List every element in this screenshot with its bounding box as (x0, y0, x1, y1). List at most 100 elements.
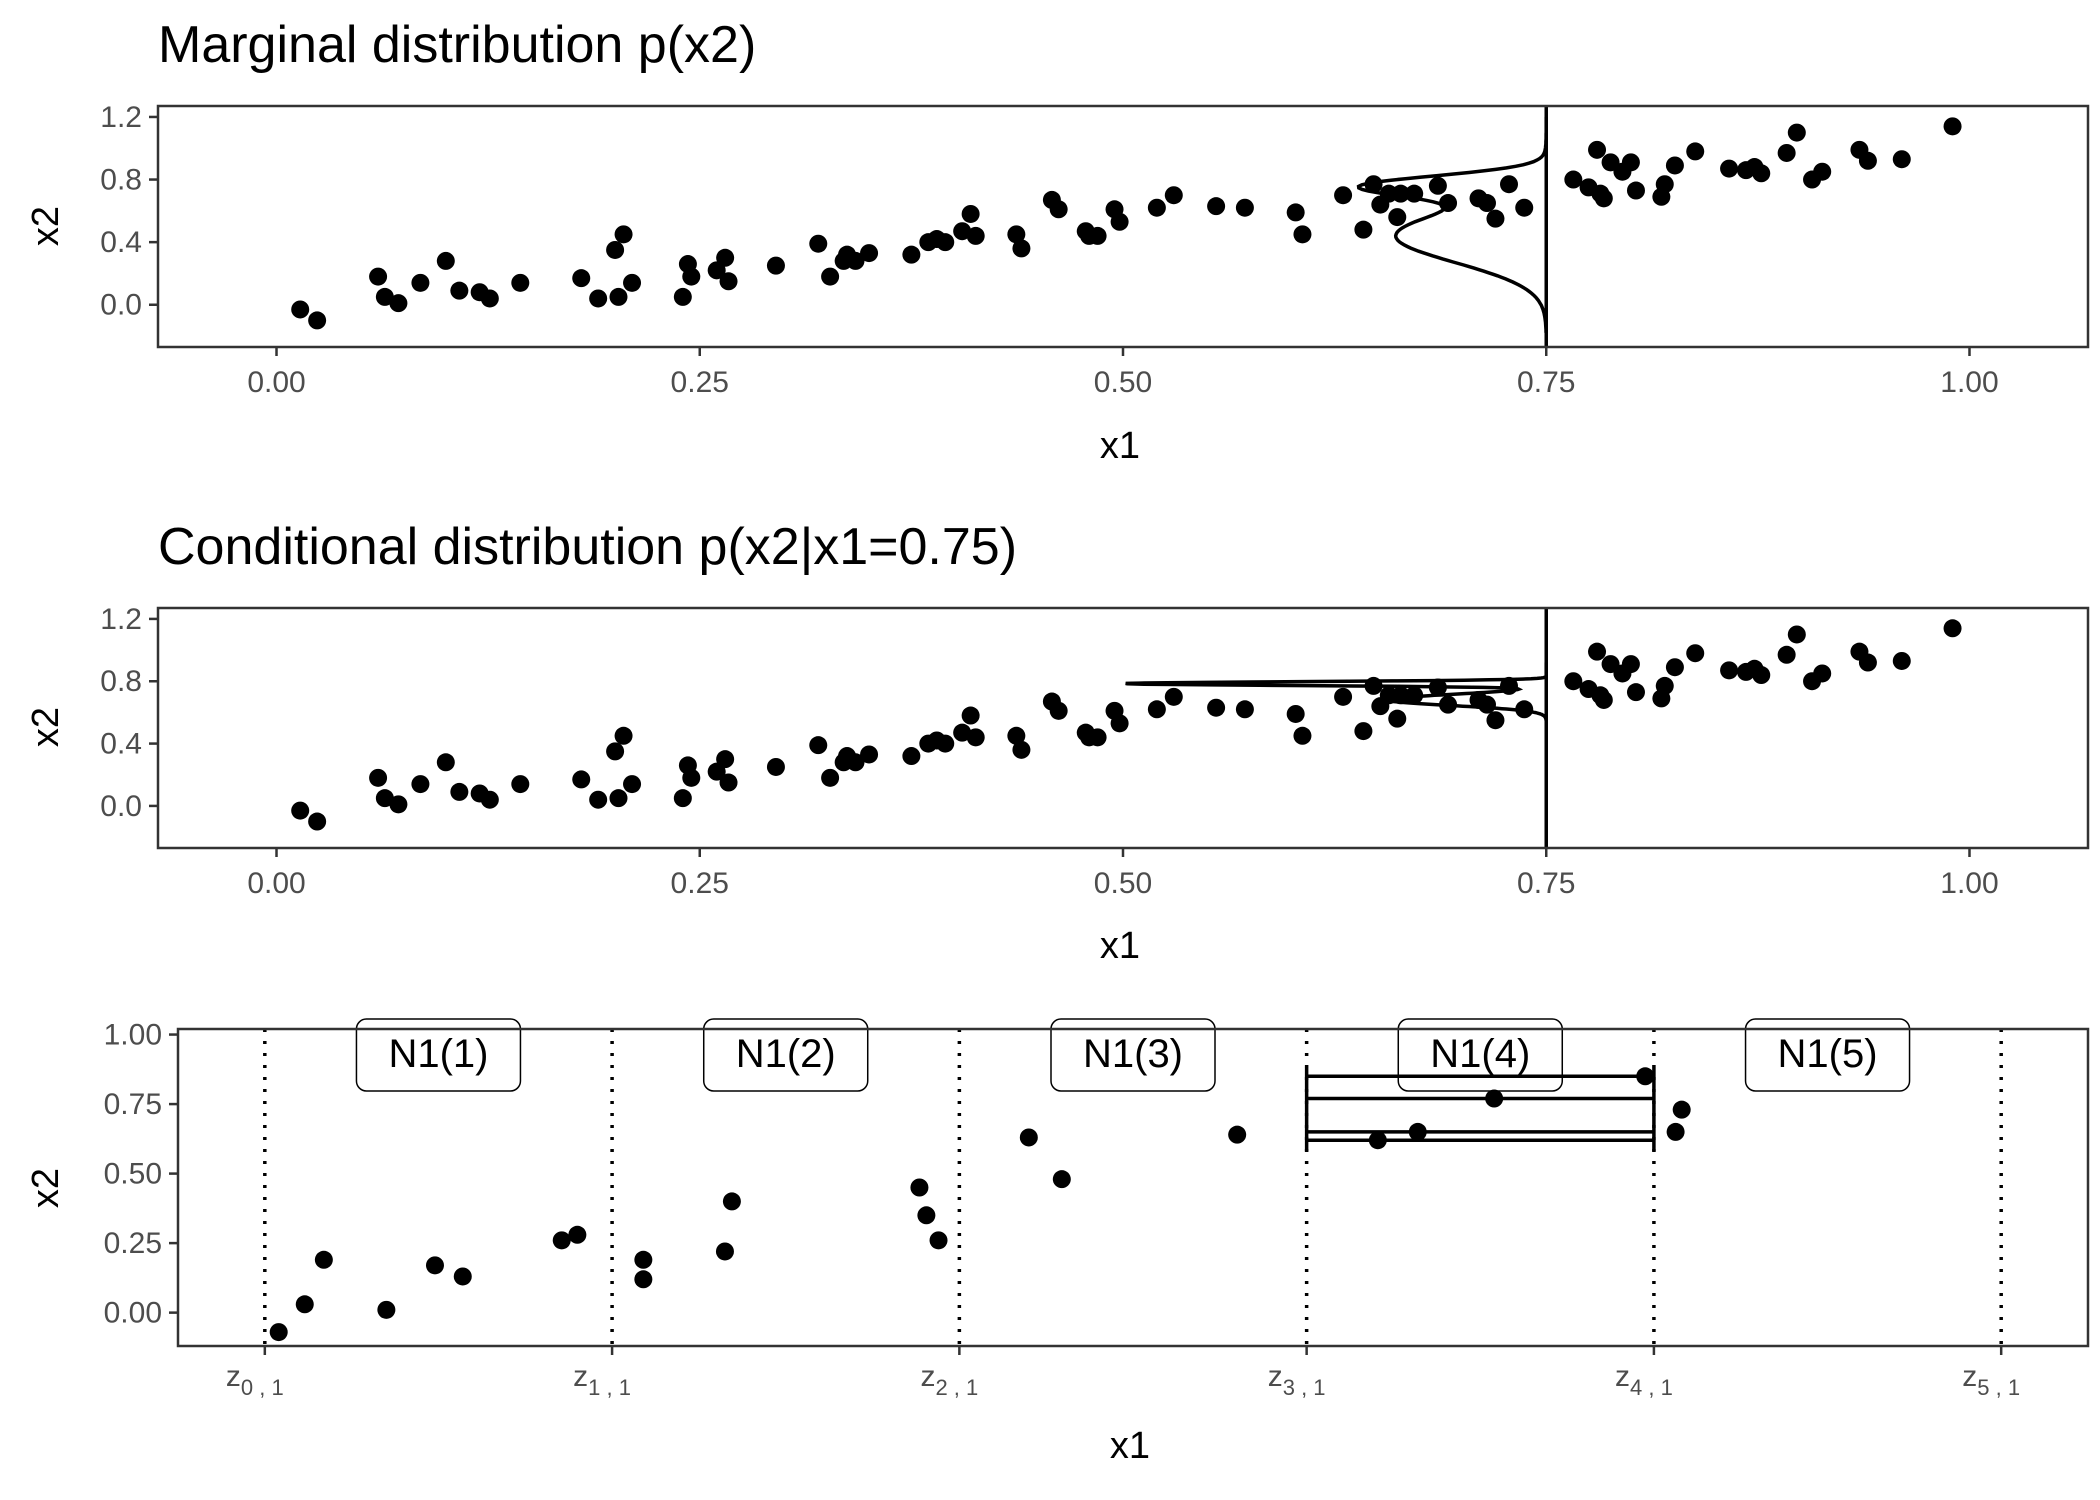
bin-label-box (702, 1018, 869, 1092)
bin-label: N1(2) (736, 1032, 836, 1076)
data-point (1110, 212, 1129, 231)
x-tick-label: z4 , 1 (1615, 1360, 1673, 1400)
data-point (860, 244, 879, 263)
data-point (1943, 619, 1962, 638)
panel3-x-axis: z0 , 1 z1 , 1 z2 , 1 z3 , 1 z4 , 1 z5 , 1 (226, 1346, 2020, 1400)
data-point (634, 1250, 653, 1269)
x-tick-label: 0.00 (247, 867, 305, 900)
data-point (1665, 156, 1684, 175)
panel2-x-axis-title: x1 (1100, 925, 1140, 967)
data-point (1752, 164, 1771, 183)
x-tick-label-subscript: 5 , 1 (1977, 1375, 2020, 1400)
data-point (511, 273, 530, 292)
y-tick-label: 0.8 (100, 164, 142, 197)
data-point (902, 747, 921, 766)
panel1-x-axis-title: x1 (1100, 425, 1140, 467)
data-point (1626, 683, 1645, 702)
data-point (1207, 698, 1226, 717)
x-tick-label-main: z (1962, 1360, 1977, 1393)
y-tick-label: 1.2 (100, 101, 142, 134)
panel3-frame (176, 1027, 2090, 1348)
data-point (1666, 1122, 1685, 1141)
data-point (1354, 220, 1373, 239)
data-point (1777, 143, 1796, 162)
panel2-points (291, 619, 1962, 831)
panel3-highlighted-bin-segments (1304, 1067, 1656, 1152)
y-tick-label: 0.0 (100, 790, 142, 823)
data-point (1752, 666, 1771, 685)
panel1-y-axis: 0.0 0.4 0.8 1.2 (100, 101, 158, 322)
data-point (1477, 695, 1496, 714)
x-tick-label-main: z (226, 1360, 241, 1393)
panel3-y-axis: 0.00 0.25 0.50 0.75 1.00 (104, 1019, 178, 1330)
bin-label: N1(1) (388, 1032, 488, 1076)
data-point (1943, 117, 1962, 136)
data-point (1486, 711, 1505, 730)
data-point (716, 750, 735, 769)
data-point (606, 742, 625, 761)
bin-label: N1(5) (1778, 1032, 1878, 1076)
x-tick-label: z1 , 1 (573, 1360, 631, 1400)
data-point (1665, 658, 1684, 677)
x-tick-label: 0.00 (247, 366, 305, 399)
data-point (1007, 225, 1026, 244)
y-tick-label: 0.25 (104, 1227, 162, 1260)
data-point (411, 273, 430, 292)
data-point (1012, 740, 1031, 759)
data-point (1019, 1128, 1038, 1147)
x-tick-label: z5 , 1 (1962, 1360, 2020, 1400)
data-point (1588, 140, 1607, 159)
panel3-x-axis-title: x1 (1110, 1425, 1150, 1467)
data-point (1388, 709, 1407, 728)
data-point (1486, 209, 1505, 228)
data-point (1049, 200, 1068, 219)
panel2-y-axis: 0.0 0.4 0.8 1.2 (100, 603, 158, 823)
data-point (389, 795, 408, 814)
y-tick-label: 1.2 (100, 603, 142, 636)
data-point (1672, 1100, 1691, 1119)
data-point (809, 234, 828, 253)
data-point (1388, 208, 1407, 227)
panel-conditional: Conditional distribution p(x2|x1=0.75) 0… (25, 518, 2090, 967)
data-point (1235, 198, 1254, 217)
y-tick-label: 0.8 (100, 665, 142, 698)
data-point (450, 281, 469, 300)
data-point (953, 222, 972, 241)
data-point (568, 1225, 587, 1244)
panel2-title: Conditional distribution p(x2|x1=0.75) (158, 518, 1017, 576)
data-point (572, 770, 591, 789)
data-point (1334, 687, 1353, 706)
x-tick-label: 0.75 (1517, 867, 1575, 900)
data-point (1147, 198, 1166, 217)
data-point (1858, 653, 1877, 672)
data-point (821, 267, 840, 286)
data-point (1564, 672, 1583, 691)
x-tick-label: 0.75 (1517, 366, 1575, 399)
data-point (1286, 203, 1305, 222)
data-point (846, 251, 865, 270)
data-point (436, 251, 455, 270)
data-point (369, 267, 388, 286)
x-tick-label-subscript: 4 , 1 (1630, 1375, 1673, 1400)
data-point (1594, 189, 1613, 208)
bin-label-box (1744, 1018, 1911, 1092)
data-point (1007, 726, 1026, 745)
data-point (269, 1323, 288, 1342)
y-tick-label: 0.4 (100, 226, 142, 259)
data-point (1088, 226, 1107, 245)
panel2-y-axis-title: x2 (25, 707, 67, 747)
data-point (1228, 1125, 1247, 1144)
data-point (634, 1270, 653, 1289)
data-point (1286, 704, 1305, 723)
data-point (589, 790, 608, 809)
x-tick-label: 1.00 (1940, 366, 1998, 399)
data-point (1892, 651, 1911, 670)
x-tick-label-main: z (920, 1360, 935, 1393)
data-point (450, 782, 469, 801)
y-tick-label: 0.0 (100, 289, 142, 322)
data-point (295, 1295, 314, 1314)
data-point (1686, 142, 1705, 161)
panel1-y-axis-title: x2 (25, 206, 67, 246)
y-tick-label: 0.00 (104, 1297, 162, 1330)
data-point (614, 726, 633, 745)
